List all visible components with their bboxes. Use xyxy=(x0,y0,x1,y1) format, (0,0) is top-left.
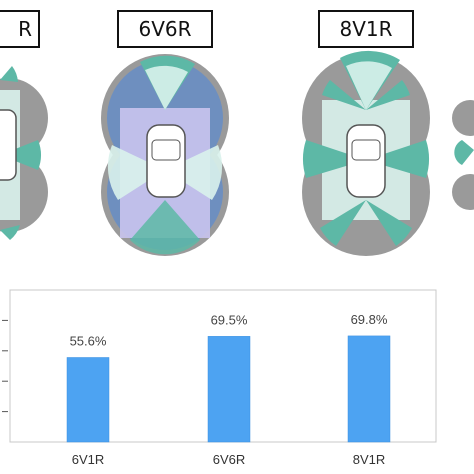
bar-group xyxy=(66,335,391,443)
coverage-bar-chart: 55.6% 69.5% 69.8% 6V1R 6V6R 8V1R xyxy=(2,289,437,467)
value-label-8v1r: 69.8% xyxy=(351,312,388,327)
y-axis-ticks xyxy=(2,319,8,413)
x-tick-label-6v1r: 6V1R xyxy=(72,452,105,467)
value-label-6v6r: 69.5% xyxy=(211,312,248,327)
config-label-8v1r: 8V1R xyxy=(318,10,414,48)
value-label-6v1r: 55.6% xyxy=(70,333,107,348)
value-label-group: 55.6% 69.5% 69.8% xyxy=(70,312,388,349)
x-tick-label-6v6r: 6V6R xyxy=(213,452,246,467)
diagram-8v1r xyxy=(302,50,430,256)
bar-6v6r xyxy=(207,336,251,443)
diagram-partial-left xyxy=(0,66,48,240)
diagram-6v6r xyxy=(101,54,229,256)
x-tick-label-8v1r: 8V1R xyxy=(353,452,386,467)
config-label-partial: R xyxy=(0,10,40,48)
x-tick-label-group: 6V1R 6V6R 8V1R xyxy=(72,452,386,467)
sensor-configuration-diagrams xyxy=(0,50,474,256)
bar-6v1r xyxy=(66,357,110,443)
config-label-6v6r: 6V6R xyxy=(117,10,213,48)
bar-8v1r xyxy=(347,335,391,443)
diagram-partial-right xyxy=(452,100,474,210)
